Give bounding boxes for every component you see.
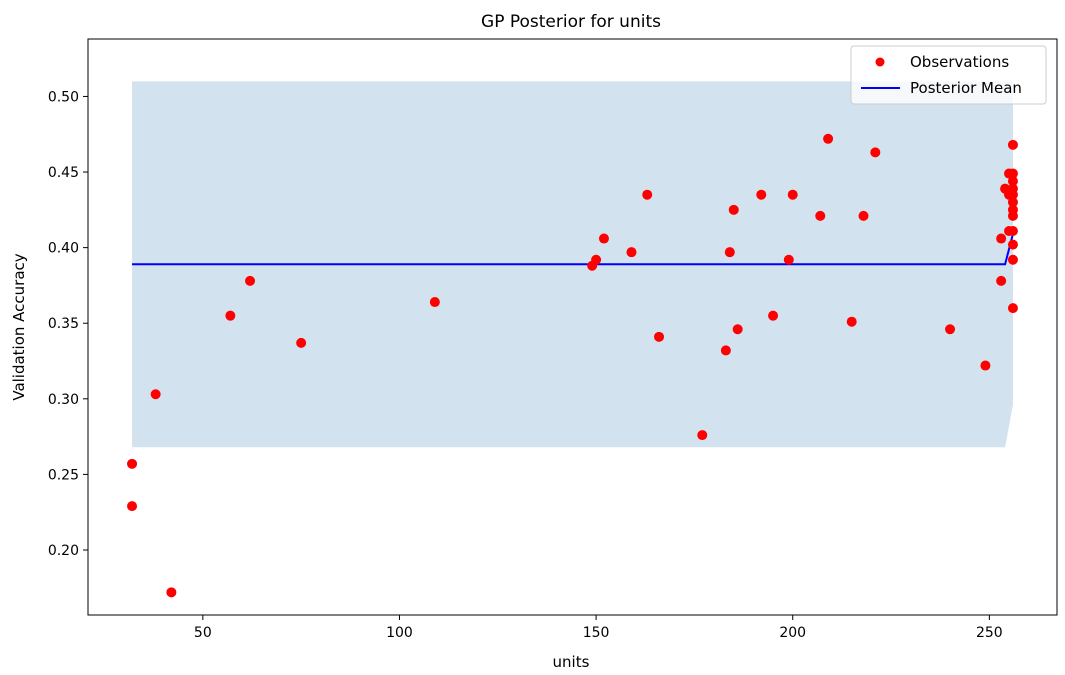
x-axis-label: units — [553, 653, 590, 671]
observation-point — [127, 501, 138, 512]
observation-point — [1007, 303, 1018, 314]
observation-point — [1007, 254, 1018, 265]
plot-frame — [87, 38, 1058, 616]
x-tick-label: 200 — [779, 625, 806, 641]
legend-observations-label: Observations — [910, 53, 1009, 71]
observation-point — [598, 233, 609, 244]
observation-point — [728, 204, 739, 215]
x-tick-label: 50 — [194, 625, 212, 641]
observation-point — [296, 337, 307, 348]
observation-point — [996, 275, 1007, 286]
observation-points-layer — [127, 133, 1018, 598]
observation-point — [815, 210, 826, 221]
observation-point — [642, 189, 653, 200]
y-tick-label: 0.45 — [48, 165, 79, 181]
observation-point — [732, 324, 743, 335]
observation-point — [870, 147, 881, 158]
y-axis-label: Validation Accuracy — [10, 253, 28, 400]
observation-point — [846, 316, 857, 327]
observation-point — [996, 233, 1007, 244]
observation-point — [166, 587, 177, 598]
x-axis-ticks: 50 100 150 200 250 — [194, 615, 1003, 641]
y-tick-label: 0.40 — [48, 241, 79, 257]
observation-point — [768, 310, 779, 321]
observation-point — [1007, 197, 1018, 208]
observation-point — [697, 430, 708, 441]
observation-point — [1007, 239, 1018, 250]
observation-point — [823, 133, 834, 144]
observation-point — [858, 210, 869, 221]
y-tick-label: 0.30 — [48, 392, 79, 408]
observation-point — [150, 389, 161, 400]
observation-point — [429, 297, 440, 308]
observation-point — [756, 189, 767, 200]
observation-point — [1007, 168, 1018, 179]
x-tick-label: 250 — [976, 625, 1003, 641]
observation-point — [724, 247, 735, 258]
observation-point — [1007, 210, 1018, 221]
observation-point — [626, 247, 637, 258]
legend-observations-marker — [875, 57, 885, 67]
chart-title: GP Posterior for units — [481, 12, 661, 32]
observation-point — [720, 345, 731, 356]
observation-point — [980, 360, 991, 371]
y-tick-label: 0.35 — [48, 316, 79, 332]
observation-point — [225, 310, 236, 321]
y-axis-ticks: 0.20 0.25 0.30 0.35 0.40 0.45 0.50 — [48, 89, 88, 559]
observation-point — [1007, 139, 1018, 150]
y-tick-label: 0.25 — [48, 467, 79, 483]
observation-point — [1007, 226, 1018, 236]
observation-point — [245, 275, 256, 286]
observation-point — [945, 324, 956, 335]
y-tick-label: 0.50 — [48, 89, 79, 105]
legend-mean-label: Posterior Mean — [910, 79, 1022, 97]
x-tick-label: 100 — [386, 625, 413, 641]
y-tick-label: 0.20 — [48, 543, 79, 559]
legend-box — [850, 45, 1047, 105]
observation-point — [127, 458, 138, 469]
x-tick-label: 150 — [583, 625, 610, 641]
observation-point — [787, 189, 798, 200]
observation-point — [591, 254, 602, 265]
legend: Observations Posterior Mean — [850, 45, 1047, 105]
observation-point — [1007, 189, 1018, 200]
observation-point — [783, 254, 794, 265]
observation-point — [1007, 176, 1018, 187]
observation-point — [654, 331, 665, 342]
